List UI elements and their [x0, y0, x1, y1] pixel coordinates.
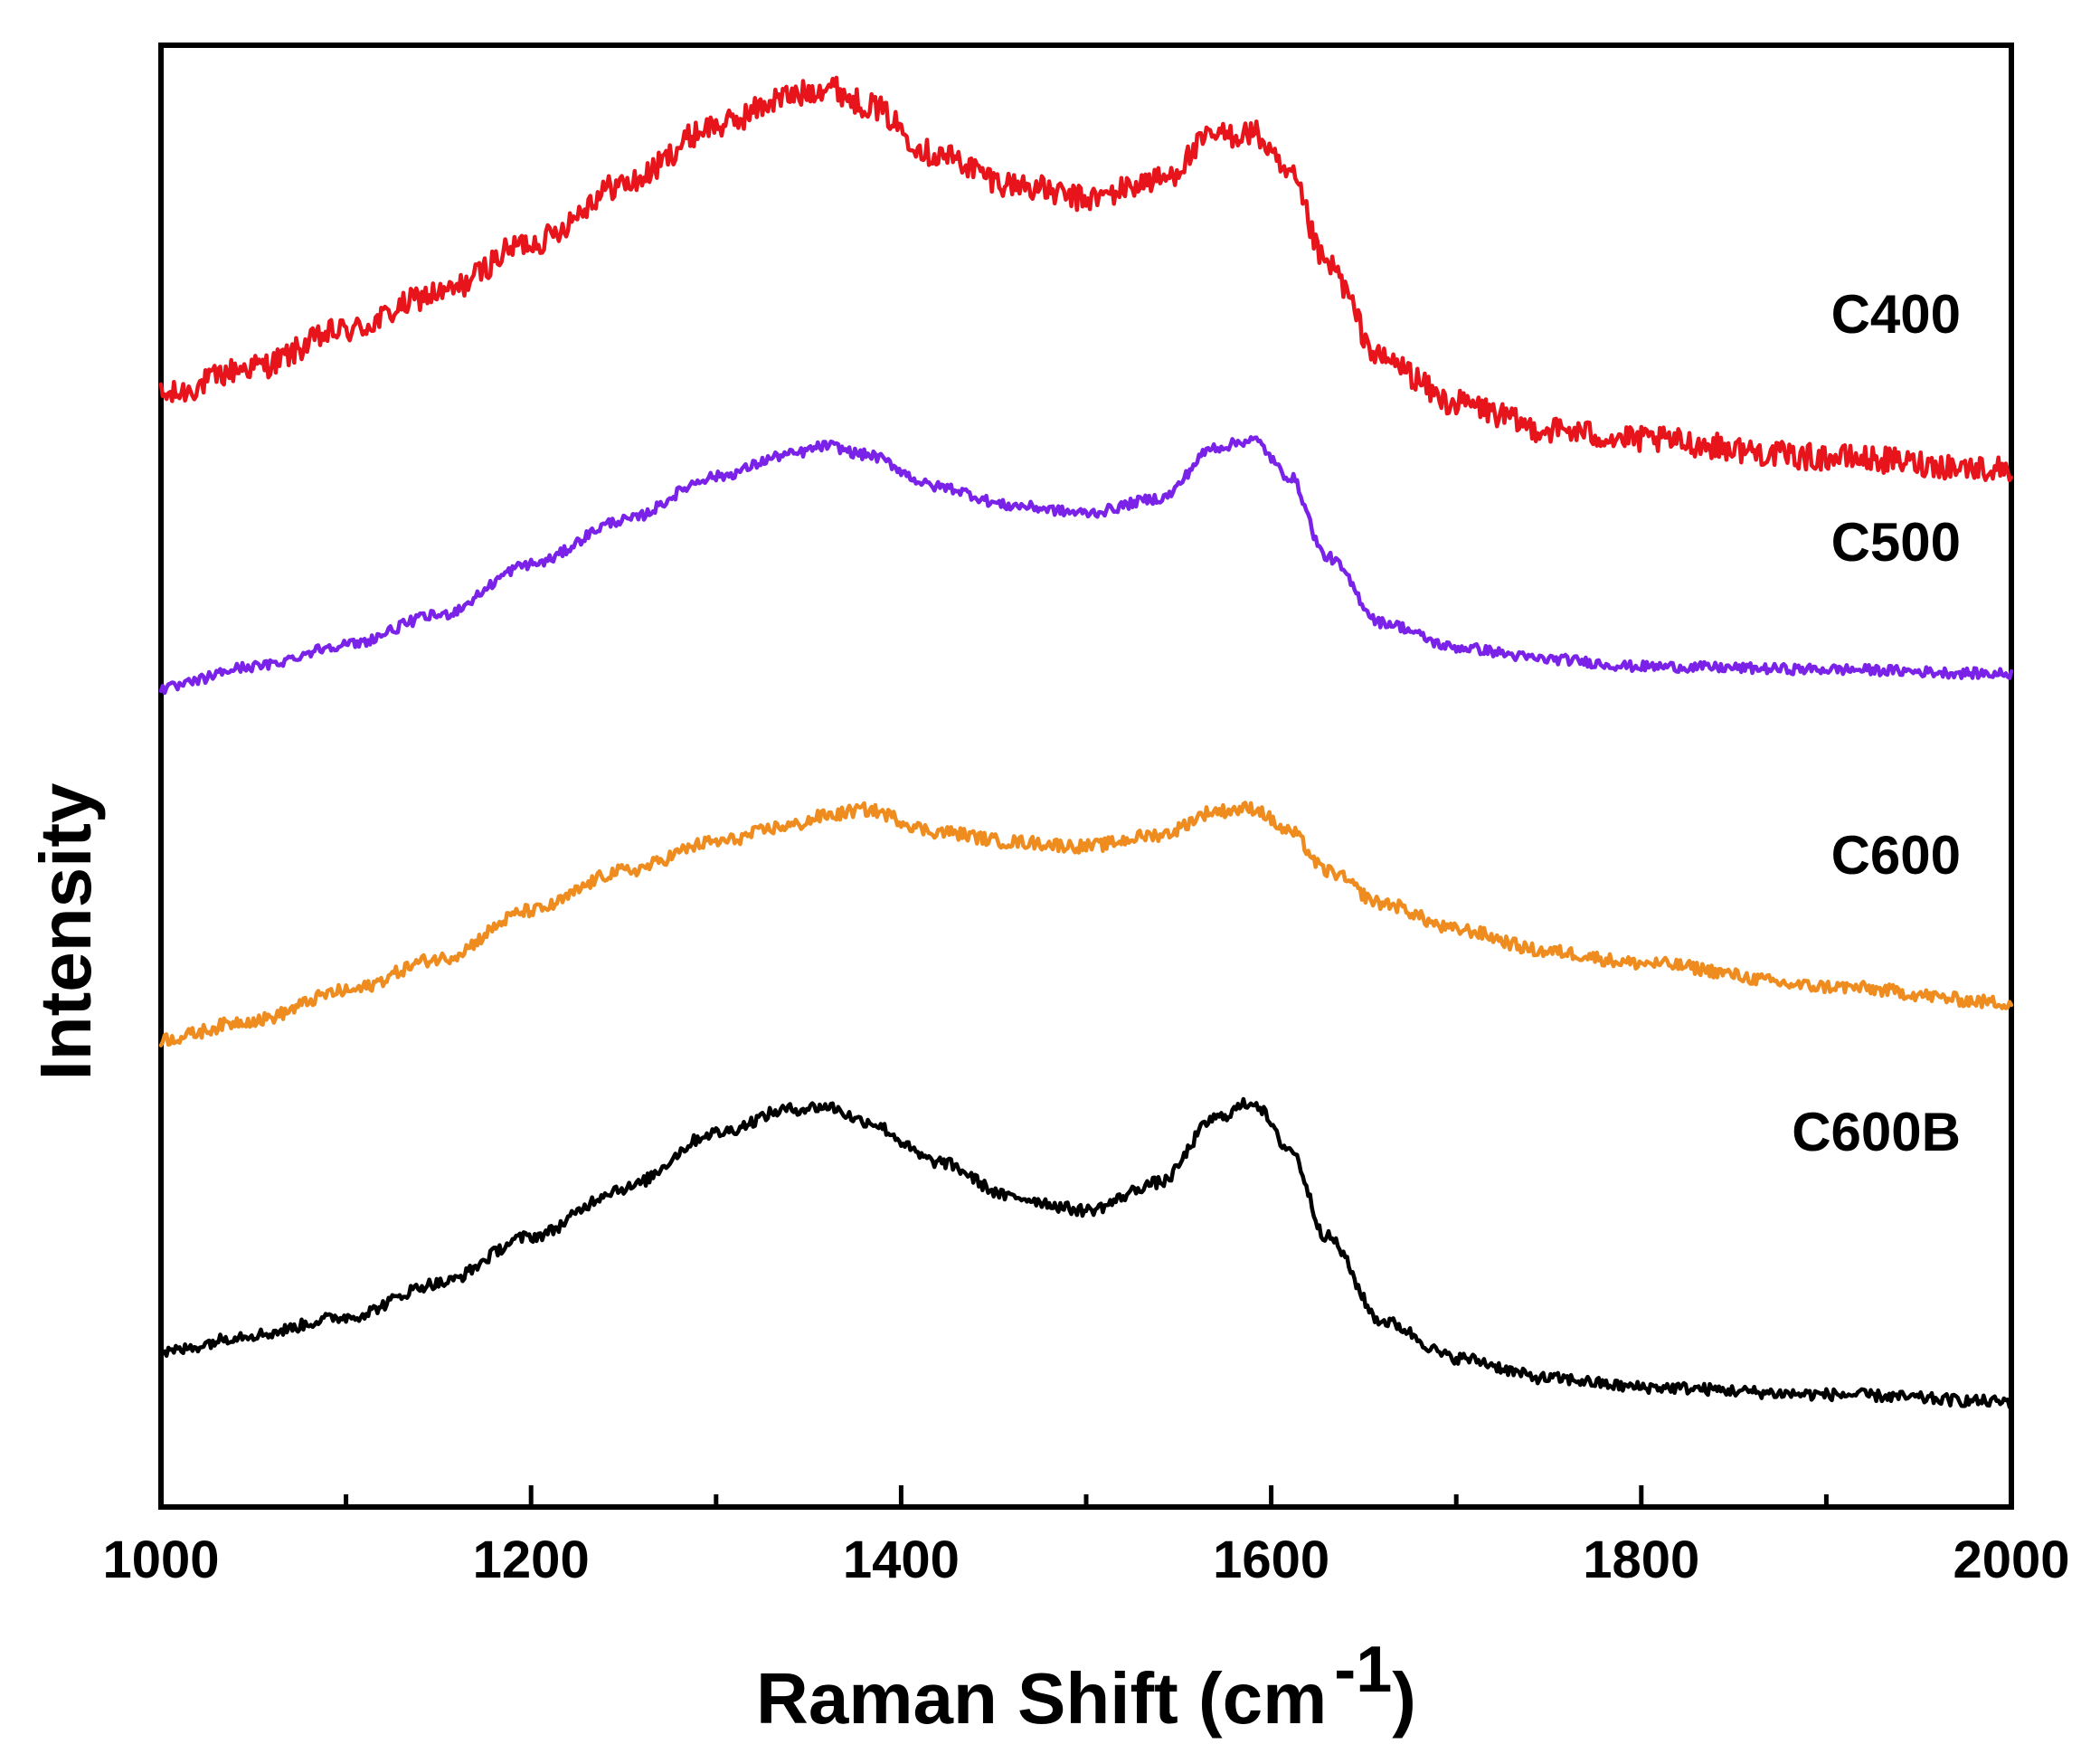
series-label-c600: C600	[1831, 825, 1961, 886]
x-tick-label: 1400	[843, 1531, 960, 1589]
x-tick-label: 1200	[473, 1531, 590, 1589]
series-group	[158, 75, 2014, 1409]
series-line-c500	[158, 435, 2014, 696]
series-labels: C400 C500 C600 C600B	[1792, 284, 1961, 1162]
x-tick-label: 1600	[1213, 1531, 1329, 1589]
y-axis-title: Intensity	[25, 782, 106, 1080]
series-label-c400: C400	[1831, 284, 1961, 345]
series-label-c600b: C600B	[1792, 1102, 1961, 1162]
series-line-c600b	[158, 1096, 2014, 1409]
series-line-c600	[158, 801, 2014, 1047]
series-line-c400	[158, 75, 2014, 483]
x-axis-title: Raman Shift (cm -1)	[756, 1634, 1416, 1739]
series-label-c500: C500	[1831, 512, 1961, 573]
x-axis-ticks: 1000 1200 1400 1600 1800 2000	[102, 1485, 2070, 1589]
x-tick-label: 1800	[1583, 1531, 1699, 1589]
x-tick-label: 2000	[1953, 1531, 2069, 1589]
x-tick-label: 1000	[102, 1531, 219, 1589]
